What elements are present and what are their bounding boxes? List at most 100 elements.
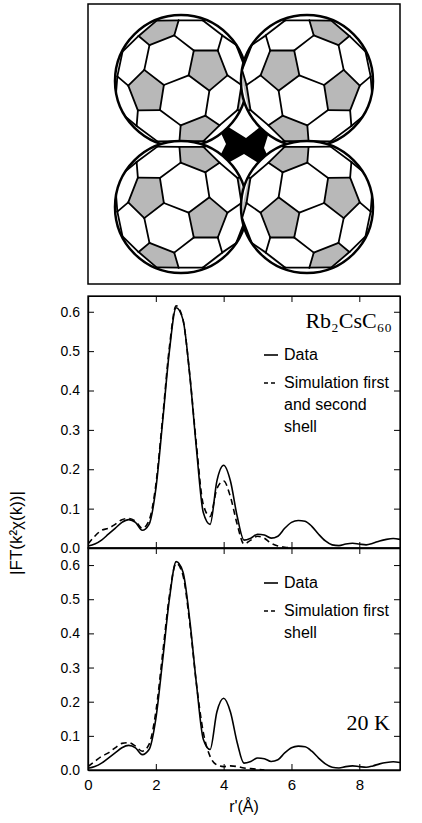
y-tick-mark — [394, 430, 400, 431]
bond — [360, 76, 371, 85]
bond — [339, 243, 350, 252]
x-tick-mark — [224, 542, 225, 548]
bond — [189, 51, 194, 76]
y-tick-label: 0.1 — [61, 728, 81, 744]
annotation: 20 K — [347, 710, 391, 735]
bond — [344, 70, 360, 86]
bond — [350, 162, 351, 178]
bond — [117, 76, 128, 85]
x-tick — [291, 542, 292, 548]
y-tick: 0.3 — [61, 660, 94, 676]
pentagon-face — [309, 20, 349, 45]
bond — [307, 125, 308, 141]
y-tick — [394, 599, 400, 600]
y-tick-label: 0.3 — [61, 660, 81, 676]
y-tick: 0.3 — [61, 422, 94, 438]
bond — [138, 109, 160, 111]
y-tick-label: 0.3 — [61, 422, 81, 438]
y-tick — [394, 633, 400, 634]
legend-item: Data — [264, 346, 318, 363]
bond — [174, 253, 178, 268]
y-tick: 0.6 — [61, 304, 94, 320]
bond — [350, 86, 360, 111]
x-tick — [224, 296, 225, 302]
y-tick-mark — [88, 599, 94, 600]
bond — [269, 163, 283, 173]
x-tick-mark — [359, 296, 360, 302]
bond — [218, 35, 222, 50]
bond — [307, 163, 328, 178]
legend-label: Data — [284, 574, 318, 591]
x-tick — [359, 548, 360, 554]
pentagon-face — [139, 20, 179, 45]
x-tick-mark — [156, 296, 157, 302]
x-tick — [156, 542, 157, 548]
bond — [160, 85, 164, 110]
legend: DataSimulation firstand secondshell — [264, 346, 389, 435]
text-line: Simulation first — [284, 374, 389, 391]
bond — [144, 45, 149, 70]
bond — [227, 75, 241, 85]
fullerene — [115, 15, 247, 147]
x-tick — [291, 296, 292, 302]
x-axis-title: r'(Å) — [229, 797, 259, 815]
bond — [179, 147, 180, 163]
bond — [181, 163, 206, 173]
y-tick-mark — [88, 351, 94, 352]
series-line — [88, 563, 264, 770]
y-tick-mark — [394, 633, 400, 634]
bond — [360, 202, 371, 211]
bond — [314, 243, 339, 253]
bond — [350, 178, 360, 203]
pentagon-face — [128, 178, 164, 218]
y-tick — [394, 668, 400, 669]
fullerene-outline — [115, 15, 247, 147]
bond — [205, 91, 209, 116]
y-tick-label: 0.0 — [61, 762, 81, 778]
y-tick-label: 0.4 — [61, 625, 81, 641]
y-tick: 0.1 — [61, 728, 94, 744]
x-tick: 4 — [220, 764, 228, 793]
y-tick-mark — [88, 391, 94, 392]
y-tick-mark — [394, 770, 400, 771]
y-tick: 0.2 — [61, 694, 94, 710]
x-tick — [156, 548, 157, 554]
bond — [179, 146, 203, 148]
bond — [174, 35, 194, 50]
y-tick-mark — [88, 430, 94, 431]
x-tick-mark — [291, 764, 292, 770]
y-tick: 0.2 — [61, 461, 94, 477]
y-tick-mark — [88, 668, 94, 669]
pentagon-face — [189, 197, 228, 237]
bond — [139, 243, 150, 252]
chart-title: Rb₂CsC₆₀ — [305, 308, 392, 333]
diagram-frame — [88, 4, 400, 284]
legend-swatch — [264, 610, 278, 612]
legend: DataSimulation firstshell — [264, 574, 389, 641]
bond — [179, 19, 203, 21]
y-tick: 0.6 — [61, 557, 94, 573]
bond — [247, 203, 261, 213]
bond — [339, 218, 344, 243]
y-axis: 0.0 0.1 0.2 0.3 0.4 0.5 0.6 — [61, 549, 94, 778]
x-tick-mark — [359, 542, 360, 548]
y-tick: 0.5 — [61, 591, 94, 607]
y-tick-mark — [88, 565, 94, 566]
bond — [205, 116, 219, 126]
y-axis-right-line — [400, 297, 401, 549]
bond — [307, 147, 308, 163]
y-tick: 0.4 — [61, 382, 94, 398]
x-tick-label: 2 — [152, 776, 160, 793]
pentagon-face — [324, 70, 360, 110]
bond — [261, 213, 271, 238]
bond — [160, 163, 181, 178]
y-axis-line — [88, 549, 89, 771]
pentagon-face — [128, 70, 164, 110]
bond — [138, 177, 160, 179]
bond — [294, 213, 299, 238]
fullerene — [241, 141, 373, 273]
y-tick — [394, 702, 400, 703]
bond — [209, 197, 227, 212]
pentagon-face — [189, 51, 228, 91]
bond — [279, 75, 300, 90]
